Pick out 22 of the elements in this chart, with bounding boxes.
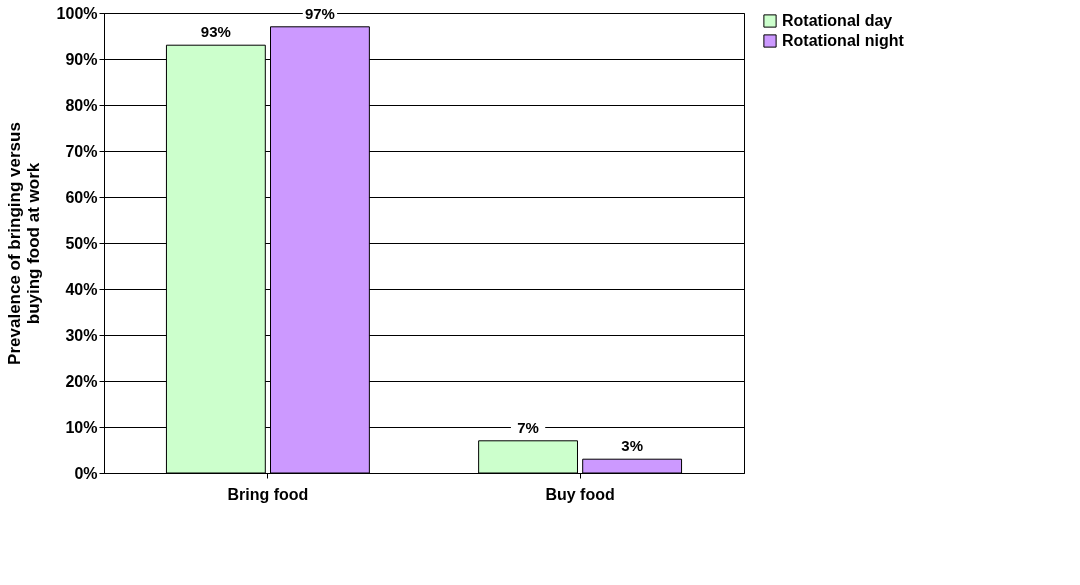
- y-tick-label: 80%: [65, 96, 98, 114]
- y-tick-label: 100%: [56, 4, 98, 22]
- y-tick-label: 50%: [65, 234, 98, 252]
- y-tick-label: 60%: [65, 188, 98, 206]
- data-label: 97%: [304, 4, 335, 22]
- y-tick-label: 90%: [65, 50, 98, 68]
- x-tick-label: Bring food: [227, 485, 309, 503]
- bar: [478, 440, 578, 474]
- y-tick-label: 70%: [65, 142, 98, 160]
- legend-label: Rotational day: [782, 12, 893, 29]
- y-tick-label: 10%: [65, 418, 98, 436]
- y-tick-label: 40%: [65, 280, 98, 298]
- y-tick-label: 30%: [65, 326, 98, 344]
- y-tick-label: 20%: [65, 372, 98, 390]
- bar: [582, 458, 683, 474]
- y-tick-label: 0%: [74, 464, 98, 482]
- y-axis-title: Prevalence of bringing versus buying food at work: [4, 122, 43, 365]
- data-label: 3%: [621, 437, 643, 455]
- legend-label: Rotational night: [782, 32, 905, 49]
- data-label: 7%: [517, 418, 539, 436]
- x-tick-label: Buy food: [545, 485, 615, 503]
- data-label: 93%: [200, 23, 231, 41]
